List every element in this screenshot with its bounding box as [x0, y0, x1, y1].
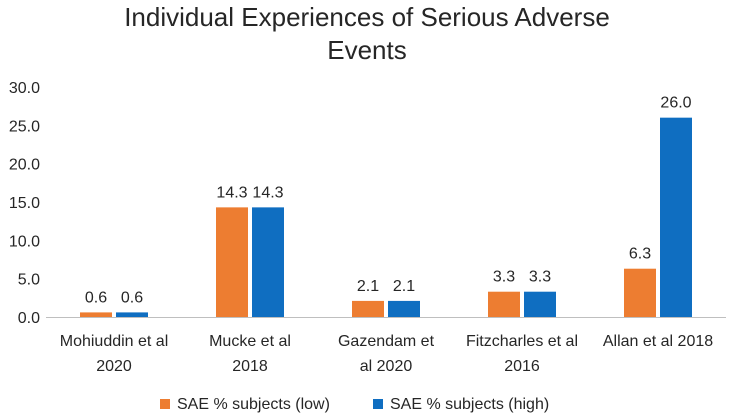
x-tick-label: al 2020 [360, 358, 413, 375]
x-axis: Mohiuddin et al 2020 Mucke et al 2018 Gazend… [60, 333, 714, 375]
chart-title-line: Individual Experiences of Serious Advers… [124, 2, 610, 32]
bar-high [252, 207, 284, 317]
y-tick-label: 5.0 [18, 272, 40, 289]
legend-swatch [160, 399, 170, 409]
bars [80, 117, 692, 318]
chart-title-line: Events [327, 35, 407, 65]
x-tick-label: Mohiuddin et al [60, 333, 169, 350]
bar-low [352, 300, 384, 317]
data-label: 6.3 [629, 246, 651, 263]
legend[interactable]: SAE % subjects (low) SAE % subjects (high… [160, 396, 549, 413]
x-tick-label: Gazendam et [338, 333, 435, 350]
x-tick-label: 2016 [504, 358, 540, 375]
data-label: 3.3 [493, 269, 515, 286]
data-labels: 0.6 0.6 14.3 14.3 2.1 2.1 3.3 3.3 6.3 26.0 [85, 95, 692, 307]
x-tick-label: Allan et al 2018 [603, 333, 713, 350]
x-tick-label: Mucke et al [209, 333, 291, 350]
legend-item-low[interactable]: SAE % subjects (low) [160, 396, 330, 413]
y-tick-label: 0.0 [18, 310, 40, 327]
y-tick-label: 15.0 [9, 195, 40, 212]
data-label: 26.0 [660, 95, 691, 112]
data-label: 2.1 [357, 278, 379, 295]
legend-label: SAE % subjects (high) [390, 396, 549, 413]
bar-high [116, 312, 148, 317]
bar-low [216, 207, 248, 317]
x-tick-label: Fitzcharles et al [466, 333, 578, 350]
data-label: 0.6 [121, 289, 143, 306]
bar-high [524, 291, 556, 317]
legend-swatch [373, 399, 383, 409]
bar-low [80, 312, 112, 317]
y-axis: 0.0 5.0 10.0 15.0 20.0 25.0 30.0 [9, 80, 40, 327]
data-label: 14.3 [216, 184, 247, 201]
bar-low [488, 291, 520, 317]
data-label: 3.3 [529, 269, 551, 286]
x-tick-label: 2018 [232, 358, 268, 375]
data-label: 0.6 [85, 289, 107, 306]
y-tick-label: 25.0 [9, 118, 40, 135]
bar-high [388, 300, 420, 317]
data-label: 14.3 [252, 184, 283, 201]
y-tick-label: 20.0 [9, 157, 40, 174]
y-tick-label: 30.0 [9, 80, 40, 97]
bar-low [624, 268, 656, 317]
y-tick-label: 10.0 [9, 233, 40, 250]
chart-title: Individual Experiences of Serious Advers… [124, 2, 610, 65]
legend-item-high[interactable]: SAE % subjects (high) [373, 396, 549, 413]
legend-label: SAE % subjects (low) [177, 396, 330, 413]
bar-high [660, 117, 692, 318]
x-tick-label: 2020 [96, 358, 132, 375]
data-label: 2.1 [393, 278, 415, 295]
